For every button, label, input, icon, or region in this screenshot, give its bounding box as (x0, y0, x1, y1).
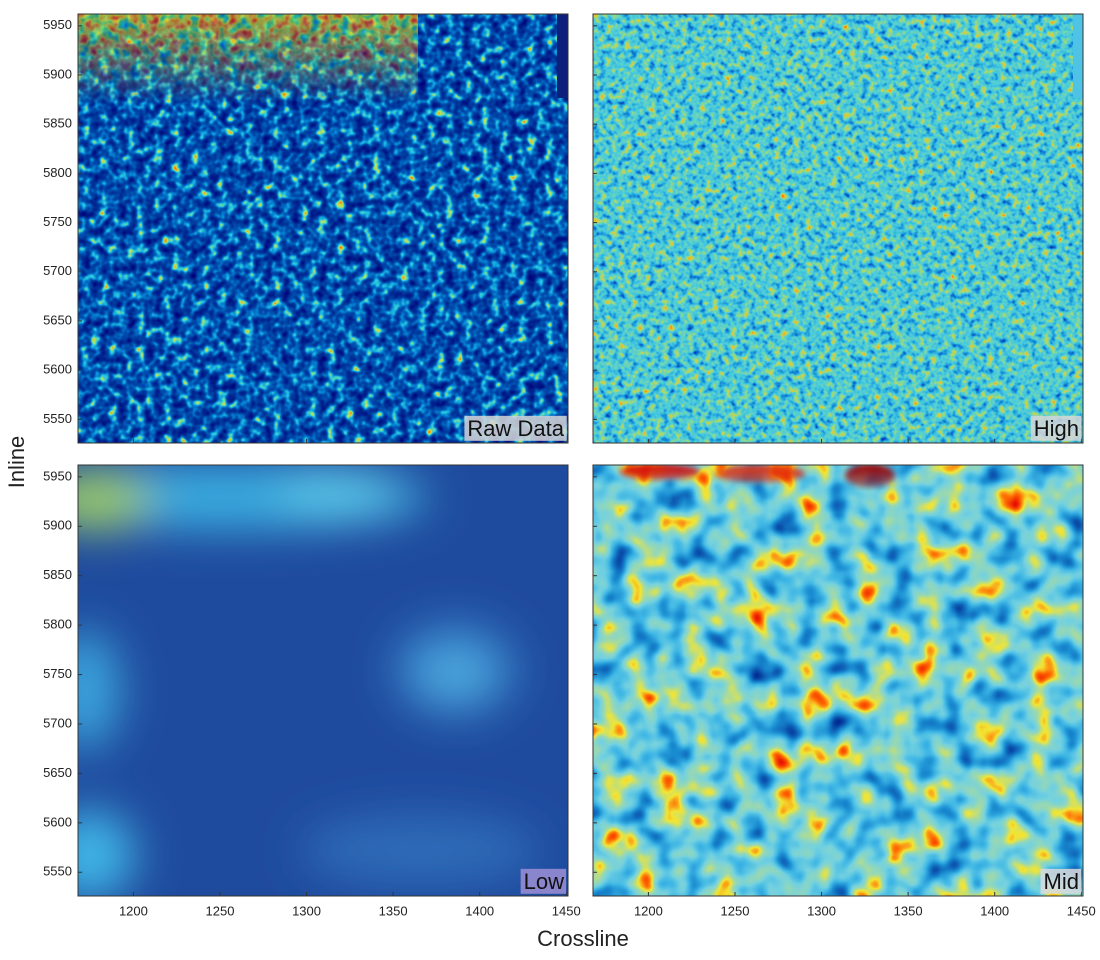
y-tick-label: 5650 (43, 765, 72, 780)
panel-label-background (464, 415, 567, 441)
x-tick-label: 1350 (379, 903, 408, 918)
raw-data-strip (557, 14, 568, 98)
y-tick-label: 5750 (43, 214, 72, 229)
y-tick-label: 5700 (43, 715, 72, 730)
frames (77, 13, 1084, 897)
y-tick-label: 5750 (43, 666, 72, 681)
x-tick-label: 1250 (721, 903, 750, 918)
raw-data-texture (78, 14, 418, 104)
y-tick-label: 5550 (43, 411, 72, 426)
x-tick-label: 1300 (807, 903, 836, 918)
mid-texture (593, 465, 1083, 896)
y-tick-label: 5900 (43, 518, 72, 533)
panel-label: Mid (1044, 869, 1079, 894)
y-tick-label: 5800 (43, 617, 72, 632)
panel-label: High (1034, 416, 1079, 441)
y-tick-label: 5950 (43, 468, 72, 483)
y-tick-label: 5800 (43, 165, 72, 180)
y-tick-label: 5850 (43, 116, 72, 131)
panel-frame (77, 13, 569, 444)
x-tick-label: 1400 (980, 903, 1009, 918)
panel-label-background (1040, 868, 1081, 894)
y-tick-label: 5700 (43, 263, 72, 278)
mid-hot-band (620, 464, 895, 488)
x-axis-title: Crossline (537, 926, 629, 951)
high-texture (593, 14, 1083, 443)
panel-label: Low (524, 869, 564, 894)
panel-frame (77, 464, 569, 897)
low-texture (78, 465, 568, 896)
panel-label: Raw Data (467, 416, 564, 441)
x-tick-label: 1450 (1067, 903, 1096, 918)
x-tick-label: 1450 (552, 903, 581, 918)
x-tick-label: 1200 (634, 903, 663, 918)
y-tick-label: 5600 (43, 362, 72, 377)
panel-label-background (1030, 415, 1081, 441)
y-tick-label: 5600 (43, 814, 72, 829)
y-tick-label: 5950 (43, 17, 72, 32)
y-tick-label: 5550 (43, 864, 72, 879)
panel-label-background (520, 868, 567, 894)
high-strip (1073, 14, 1083, 98)
y-axis-title: Inline (4, 436, 29, 489)
x-tick-label: 1200 (119, 903, 148, 918)
x-tick-label: 1250 (206, 903, 235, 918)
x-tick-label: 1350 (894, 903, 923, 918)
x-tick-label: 1400 (465, 903, 494, 918)
y-tick-label: 5850 (43, 567, 72, 582)
panel-frame (592, 464, 1084, 897)
x-tick-label: 1300 (292, 903, 321, 918)
y-tick-label: 5900 (43, 66, 72, 81)
panel-frame (592, 13, 1084, 444)
y-tick-label: 5650 (43, 312, 72, 327)
